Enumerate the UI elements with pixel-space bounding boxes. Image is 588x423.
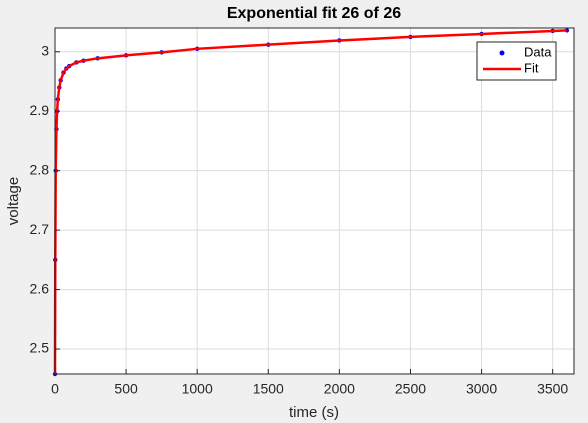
x-tick-label: 2000 (324, 381, 355, 397)
y-tick-label: 3 (41, 42, 49, 58)
fit-line (53, 29, 567, 375)
x-tick-label: 3000 (466, 381, 497, 397)
chart-title: Exponential fit 26 of 26 (227, 5, 401, 22)
x-tick-label: 2500 (395, 381, 426, 397)
x-tick-label: 0 (51, 381, 59, 397)
x-tick-label: 1000 (182, 381, 213, 397)
y-tick-label: 2.7 (30, 221, 50, 237)
legend-label: Fit (524, 60, 539, 75)
axes-box (54, 27, 575, 375)
x-axis-label: time (s) (289, 404, 339, 421)
x-tick-label: 3500 (537, 381, 568, 397)
y-tick-label: 2.5 (30, 340, 50, 356)
x-tick-label: 500 (114, 381, 138, 397)
y-axis-label: voltage (5, 177, 22, 225)
legend-box (476, 41, 557, 81)
x-tick-label: 1500 (253, 381, 284, 397)
y-tick-label: 2.8 (30, 161, 50, 177)
legend-marker (499, 50, 505, 56)
y-tick-label: 2.6 (30, 280, 50, 296)
plot-area (55, 28, 574, 374)
legend-label: Data (524, 44, 552, 59)
y-tick-label: 2.9 (30, 102, 50, 118)
